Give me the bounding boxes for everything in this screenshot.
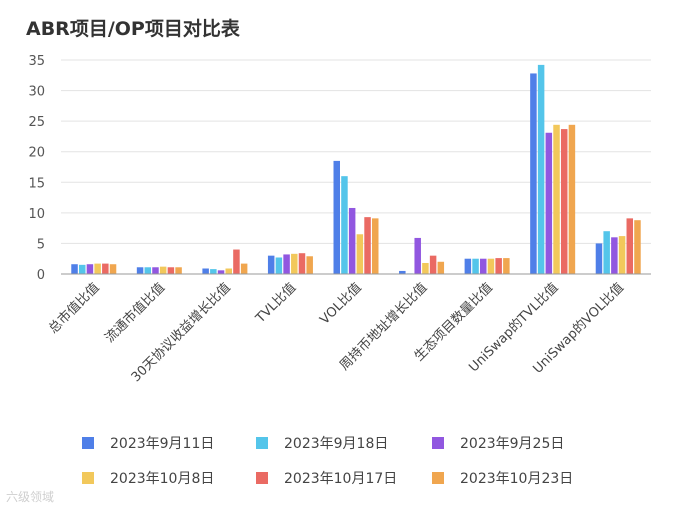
x-tick-label: 流通市值比值: [102, 280, 168, 346]
legend-swatch: [82, 472, 94, 484]
bar: [568, 124, 576, 274]
chart-title: ABR项目/OP项目对比表: [26, 18, 240, 40]
bar: [233, 249, 240, 274]
bar: [144, 267, 152, 274]
y-tick-label: 15: [28, 176, 45, 191]
bar: [530, 73, 537, 274]
legend-swatch: [432, 472, 444, 484]
bar: [545, 132, 553, 274]
legend-swatch: [256, 437, 268, 449]
bar: [480, 258, 487, 274]
x-tick-label: VOL比值: [317, 280, 365, 328]
bar: [109, 264, 117, 274]
bar: [364, 217, 371, 274]
bar: [240, 263, 248, 274]
bar: [495, 258, 502, 274]
y-tick-label: 25: [28, 115, 45, 130]
bar: [348, 207, 356, 274]
bar: [283, 254, 290, 274]
bar: [634, 220, 641, 274]
bar: [291, 253, 298, 274]
legend-label: 2023年10月8日: [110, 471, 214, 487]
bar: [626, 218, 634, 274]
y-tick-label: 30: [28, 85, 45, 100]
bar: [275, 257, 283, 274]
bar: [603, 231, 610, 274]
y-tick-label: 10: [28, 207, 45, 222]
bar: [102, 263, 109, 274]
bar: [422, 262, 429, 274]
bar: [225, 268, 232, 274]
bar: [464, 258, 472, 274]
bar: [306, 256, 313, 274]
bar: [175, 267, 182, 274]
bar: [618, 236, 626, 274]
legend-swatch: [82, 437, 94, 449]
bar: [333, 160, 340, 274]
y-tick-label: 5: [37, 237, 45, 252]
legend-label: 2023年10月23日: [460, 471, 573, 487]
bar: [167, 267, 175, 274]
bar: [86, 264, 94, 274]
bar: [356, 234, 364, 274]
bar: [472, 258, 479, 274]
y-tick-label: 35: [28, 54, 45, 69]
bar: [399, 270, 406, 274]
bar: [611, 237, 618, 274]
bar: [298, 253, 306, 274]
legend-label: 2023年9月18日: [284, 436, 388, 452]
bar: [94, 263, 101, 274]
bar: [152, 267, 159, 274]
legend-label: 2023年10月17日: [284, 471, 397, 487]
legend-swatch: [432, 437, 444, 449]
bar: [537, 64, 545, 274]
bar: [414, 237, 421, 274]
legend-label: 2023年9月11日: [110, 436, 214, 452]
bar: [267, 255, 275, 274]
bar: [341, 176, 348, 274]
bar: [217, 270, 225, 274]
bar: [437, 261, 445, 274]
y-tick-label: 0: [37, 268, 45, 283]
bar: [560, 129, 568, 274]
x-tick-label: TVL比值: [252, 280, 299, 327]
bar: [71, 264, 78, 274]
bar: [503, 258, 510, 274]
bar: [429, 255, 437, 274]
bar: [595, 243, 603, 274]
bar: [136, 267, 144, 274]
bar: [487, 258, 495, 274]
bar: [159, 266, 167, 274]
legend-swatch: [256, 472, 268, 484]
bar: [202, 268, 209, 274]
bar: [553, 124, 560, 274]
bar: [78, 264, 86, 274]
y-tick-label: 20: [28, 146, 45, 161]
bar: [372, 218, 379, 274]
x-tick-label: 总市值比值: [45, 280, 102, 337]
bar: [210, 269, 217, 274]
legend-label: 2023年9月25日: [460, 436, 564, 452]
watermark: 六级领域: [6, 490, 55, 504]
